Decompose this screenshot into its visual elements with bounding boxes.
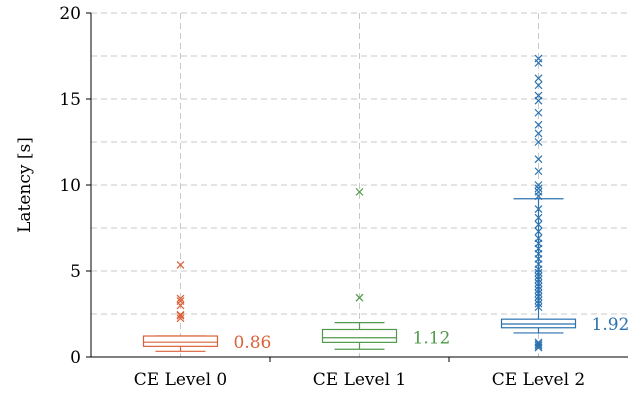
- y-tick-label: 5: [70, 262, 81, 282]
- y-axis-title: Latency [s]: [15, 137, 35, 233]
- x-tick-label: CE Level 1: [313, 370, 407, 390]
- labels: 0 5 10 15 20 CE Level 0 CE Level 1 CE Level 2 La…: [15, 4, 629, 390]
- box-0: [142, 261, 219, 352]
- y-tick-label: 20: [59, 4, 81, 24]
- outlier-marker: [534, 74, 543, 83]
- outlier-marker: [534, 181, 543, 189]
- outlier-marker: [176, 311, 185, 320]
- grid-lines: [91, 12, 628, 357]
- outlier-marker: [176, 297, 185, 306]
- outlier-marker: [176, 310, 185, 319]
- outlier-marker: [534, 296, 543, 305]
- y-tick-label: 15: [59, 90, 81, 110]
- y-tick-label: 0: [70, 348, 81, 368]
- outlier-marker: [534, 272, 543, 281]
- outlier-marker: [534, 234, 543, 243]
- outlier-marker: [534, 184, 543, 193]
- outlier-marker: [534, 275, 543, 284]
- boxes: [142, 54, 577, 352]
- outlier-marker: [534, 289, 543, 298]
- outlier-marker: [534, 340, 543, 349]
- outlier-marker: [534, 81, 543, 90]
- outlier-marker: [534, 108, 543, 117]
- median-value-label: 1.92: [592, 315, 630, 335]
- outlier-marker: [534, 285, 543, 294]
- outlier-marker: [534, 338, 543, 347]
- y-tick-label: 10: [59, 176, 81, 196]
- outlier-marker: [534, 155, 543, 164]
- outlier-marker: [176, 294, 185, 303]
- x-tick-label: CE Level 2: [492, 370, 586, 390]
- outlier-marker: [534, 167, 543, 176]
- outlier-marker: [176, 261, 185, 269]
- axes: [86, 12, 628, 362]
- outlier-marker: [534, 268, 543, 277]
- median-value-label: 1.12: [413, 329, 451, 349]
- outlier-marker: [534, 129, 543, 138]
- iqr-box: [321, 328, 398, 343]
- median-value-label: 0.86: [234, 333, 272, 353]
- iqr-box: [142, 335, 219, 347]
- outlier-marker: [534, 299, 543, 308]
- outlier-marker: [534, 341, 543, 350]
- x-tick-label: CE Level 0: [134, 370, 228, 390]
- outlier-marker: [355, 187, 364, 196]
- outlier-marker: [534, 120, 543, 129]
- box-2: [500, 54, 577, 352]
- outlier-marker: [534, 187, 543, 196]
- outlier-marker: [534, 227, 543, 236]
- outlier-marker: [534, 279, 543, 287]
- outlier-marker: [534, 54, 543, 63]
- outlier-marker: [534, 138, 543, 146]
- outlier-marker: [534, 303, 543, 312]
- box-1: [321, 187, 398, 350]
- outlier-marker: [534, 213, 543, 222]
- outlier-marker: [176, 314, 185, 323]
- outlier-marker: [534, 292, 543, 301]
- outlier-marker: [534, 205, 543, 214]
- outlier-marker: [534, 220, 543, 229]
- outlier-marker: [534, 91, 543, 100]
- outlier-marker: [534, 282, 543, 291]
- outlier-marker: [355, 293, 364, 302]
